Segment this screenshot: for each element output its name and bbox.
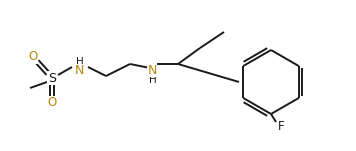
Text: F: F [278,120,284,133]
Text: S: S [48,72,56,85]
Text: H: H [76,57,84,67]
Text: O: O [47,96,57,109]
Text: H: H [149,75,157,85]
Text: O: O [28,50,38,64]
Text: N: N [74,64,84,77]
Text: N: N [147,64,157,77]
